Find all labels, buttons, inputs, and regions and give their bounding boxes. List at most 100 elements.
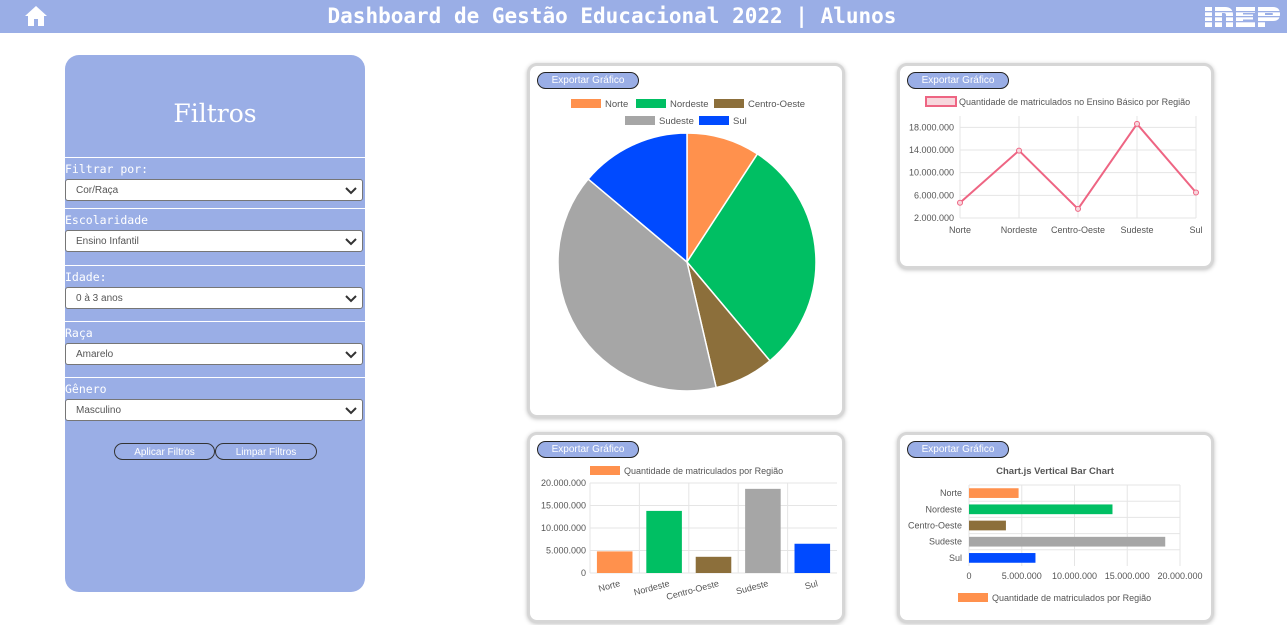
- legend-swatch: [590, 466, 620, 475]
- chevron-down-icon: [345, 187, 357, 195]
- inep-logo: [1203, 7, 1281, 27]
- pie-slice-nordeste: [686, 152, 817, 362]
- filtrar-por-select[interactable]: Cor/Raça: [65, 179, 363, 201]
- home-icon[interactable]: [24, 5, 48, 27]
- chevron-down-icon: [345, 351, 357, 359]
- raca-select[interactable]: Amarelo: [65, 343, 363, 365]
- legend-swatch: [958, 593, 988, 602]
- export-chart-button[interactable]: Exportar Gráfico: [907, 72, 1009, 89]
- select-value: 0 à 3 anos: [76, 293, 123, 304]
- page-title: Dashboard de Gestão Educacional 2022 | A…: [327, 4, 897, 28]
- export-chart-button[interactable]: Exportar Gráfico: [907, 441, 1009, 458]
- bar-sul: [794, 543, 831, 573]
- legend-swatch-nordeste: [636, 99, 666, 108]
- x-tick-label: Sul: [804, 578, 819, 591]
- filter-label: Idade:: [65, 270, 107, 284]
- pie-chart-card: Exportar Gráfico Norte Nordeste Centro-Oes…: [527, 63, 845, 418]
- apply-filters-button[interactable]: Aplicar Filtros: [114, 443, 215, 460]
- y-tick-label: 2.000.000: [914, 213, 954, 223]
- legend-swatch-norte: [571, 99, 601, 108]
- divider: [65, 321, 365, 322]
- select-value: Ensino Infantil: [76, 236, 139, 247]
- y-tick-label: Sul: [949, 553, 962, 563]
- filter-label: Escolaridade: [65, 213, 149, 227]
- legend-swatch-sudeste: [625, 116, 655, 125]
- pie-chart: Norte Nordeste Centro-Oeste Sudeste Sul: [557, 99, 817, 392]
- x-tick-label: 20.000.000: [1157, 571, 1202, 581]
- export-chart-button[interactable]: Exportar Gráfico: [537, 441, 639, 458]
- data-point-centro-oeste: [1075, 205, 1081, 212]
- chevron-down-icon: [345, 295, 357, 303]
- y-tick-label: Norte: [940, 488, 962, 498]
- x-tick-label: Centro-Oeste: [1051, 225, 1105, 235]
- legend-label: Quantidade de matriculados no Ensino Bás…: [959, 97, 1190, 107]
- divider: [65, 265, 365, 266]
- line-chart: Quantidade de matriculados no Ensino Bás…: [909, 96, 1203, 235]
- legend-label-centro-oeste: Centro-Oeste: [748, 99, 805, 110]
- x-tick-label: Sudeste: [1120, 225, 1153, 235]
- bar-norte: [596, 551, 633, 573]
- x-tick-label: Norte: [949, 225, 971, 235]
- legend-swatch-sul: [699, 116, 729, 125]
- x-tick-label: 0: [966, 571, 971, 581]
- legend-label-nordeste: Nordeste: [670, 99, 709, 110]
- chevron-down-icon: [345, 407, 357, 415]
- chart-title: Chart.js Vertical Bar Chart: [996, 466, 1115, 477]
- bar-nordeste: [969, 504, 1113, 515]
- legend-label-sudeste: Sudeste: [659, 116, 694, 127]
- legend-label: Quantidade de matriculados por Região: [992, 593, 1151, 603]
- bar-sul: [969, 553, 1036, 563]
- data-point-nordeste: [1016, 147, 1022, 154]
- x-tick-label: Sul: [1189, 225, 1202, 235]
- filter-group-raca: Raça Amarelo: [65, 321, 365, 365]
- divider: [65, 157, 365, 158]
- filter-label: Gênero: [65, 382, 107, 396]
- bar-sudeste: [969, 536, 1166, 547]
- filter-group-genero: Gênero Masculino: [65, 377, 365, 421]
- x-tick-label: 5.000.000: [1002, 571, 1042, 581]
- bar-chart-card: Exportar Gráfico Quantidade de matricula…: [527, 432, 845, 623]
- y-tick-label: 15.000.000: [541, 501, 586, 511]
- legend-swatch: [925, 96, 957, 107]
- y-tick-label: 0: [581, 568, 586, 578]
- x-tick-label: 15.000.000: [1105, 571, 1150, 581]
- filter-label: Filtrar por:: [65, 162, 149, 176]
- chevron-down-icon: [345, 238, 357, 246]
- filter-group-escolaridade: Escolaridade Ensino Infantil: [65, 208, 365, 252]
- legend-swatch-centro-oeste: [714, 99, 744, 108]
- bar-centro-oeste: [969, 520, 1006, 531]
- y-tick-label: 5.000.000: [546, 546, 586, 556]
- legend-label-norte: Norte: [605, 99, 628, 110]
- y-tick-label: 14.000.000: [909, 145, 954, 155]
- filter-group-filtrar-por: Filtrar por: Cor/Raça: [65, 157, 365, 201]
- filters-title: Filtros: [173, 99, 257, 128]
- x-tick-label: Nordeste: [1001, 225, 1038, 235]
- bar-sudeste: [745, 488, 781, 573]
- bar-centro-oeste: [695, 556, 732, 573]
- horizontal-bar-chart: Chart.js Vertical Bar Chart 0 5.000.000 10.…: [908, 466, 1203, 603]
- data-point-sul: [1193, 189, 1199, 196]
- select-value: Masculino: [76, 405, 122, 416]
- export-chart-button[interactable]: Exportar Gráfico: [537, 72, 639, 89]
- y-tick-label: 10.000.000: [909, 168, 954, 178]
- genero-select[interactable]: Masculino: [65, 399, 363, 421]
- top-header: Dashboard de Gestão Educacional 2022 | A…: [0, 0, 1287, 33]
- y-tick-label: Nordeste: [925, 504, 962, 514]
- x-tick-label: Sudeste: [735, 578, 769, 596]
- line-chart-card: Exportar Gráfico Quantidade de matricula…: [897, 63, 1214, 269]
- filters-panel: Filtros Filtrar por: Cor/Raça Escolarida…: [65, 55, 365, 592]
- data-point-norte: [957, 199, 963, 206]
- legend-label: Quantidade de matriculados por Região: [624, 466, 783, 476]
- pie-slice-sudeste: [557, 178, 718, 392]
- y-tick-label: 10.000.000: [541, 523, 586, 533]
- bar-nordeste: [646, 510, 682, 573]
- escolaridade-select[interactable]: Ensino Infantil: [65, 230, 363, 252]
- clear-filters-button[interactable]: Limpar Filtros: [215, 443, 317, 460]
- bar-norte: [969, 488, 1019, 498]
- select-value: Cor/Raça: [76, 185, 119, 196]
- idade-select[interactable]: 0 à 3 anos: [65, 287, 363, 309]
- filter-label: Raça: [65, 326, 93, 340]
- divider: [65, 208, 365, 209]
- x-tick-label: Norte: [597, 578, 621, 593]
- y-tick-label: 20.000.000: [541, 478, 586, 488]
